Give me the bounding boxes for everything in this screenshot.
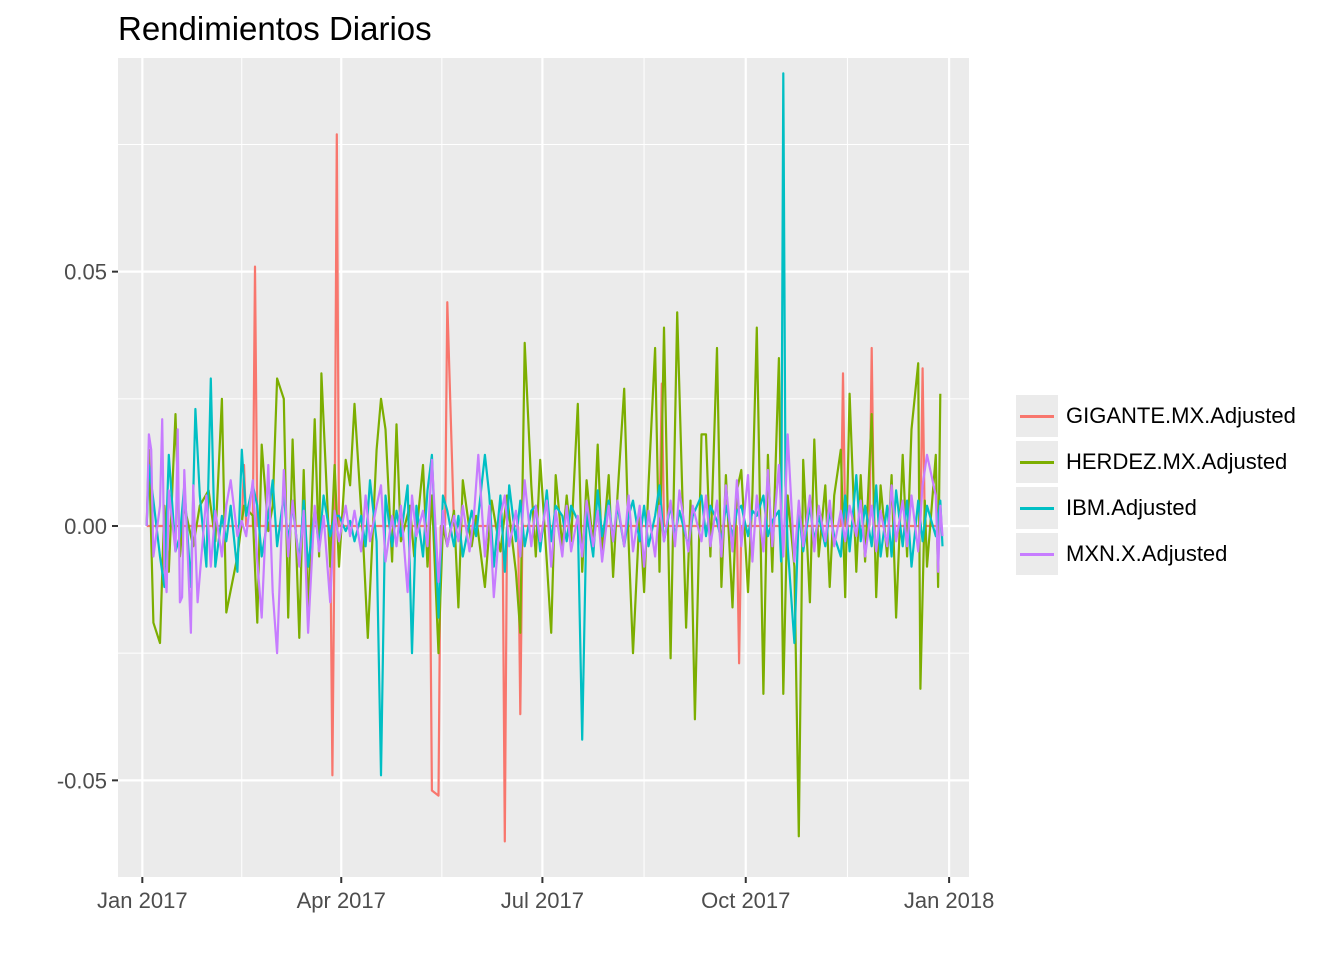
x-axis-tick-label: Oct 2017 <box>701 888 790 913</box>
y-axis-tick-label: -0.05 <box>57 768 107 793</box>
series-line-mxn-x-adjusted <box>145 418 944 655</box>
legend-label: HERDEZ.MX.Adjusted <box>1066 449 1288 474</box>
legend-item: MXN.X.Adjusted <box>1016 531 1296 577</box>
series-line-herdez-mx-adjusted <box>145 311 942 838</box>
plot-panel <box>118 58 969 877</box>
legend-label: MXN.X.Adjusted <box>1066 541 1228 566</box>
grid-minor <box>118 58 969 877</box>
x-axis-tick-label: Jul 2017 <box>501 888 584 913</box>
x-axis-tick-label: Jan 2017 <box>97 888 188 913</box>
y-axis-tick-labels: -0.05 0.00 0.05 <box>57 260 107 794</box>
legend-key <box>1016 395 1058 437</box>
legend-key-line <box>1020 461 1054 464</box>
legend-item: IBM.Adjusted <box>1016 485 1296 531</box>
y-axis-tick-label: 0.05 <box>64 260 107 285</box>
series-lines <box>145 72 944 843</box>
legend-key <box>1016 441 1058 483</box>
legend-key-line <box>1020 507 1054 510</box>
legend-key-line <box>1020 415 1054 418</box>
legend-label: GIGANTE.MX.Adjusted <box>1066 403 1296 428</box>
y-axis-tick-label: 0.00 <box>64 514 107 539</box>
legend-item: GIGANTE.MX.Adjusted <box>1016 393 1296 439</box>
legend-key-line <box>1020 553 1054 556</box>
x-axis-tick-label: Jan 2018 <box>904 888 995 913</box>
x-axis-tick-label: Apr 2017 <box>297 888 386 913</box>
legend-label: IBM.Adjusted <box>1066 495 1197 520</box>
legend-item: HERDEZ.MX.Adjusted <box>1016 439 1296 485</box>
legend-key <box>1016 533 1058 575</box>
legend-key <box>1016 487 1058 529</box>
chart-title: Rendimientos Diarios <box>118 10 432 47</box>
legend: GIGANTE.MX.Adjusted HERDEZ.MX.Adjusted IBM… <box>1016 393 1296 577</box>
x-axis-tick-labels: Jan 2017 Apr 2017 Jul 2017 Oct 2017 Jan 2018 <box>97 888 994 913</box>
axis-ticks <box>112 270 951 883</box>
grid-major <box>118 58 969 877</box>
